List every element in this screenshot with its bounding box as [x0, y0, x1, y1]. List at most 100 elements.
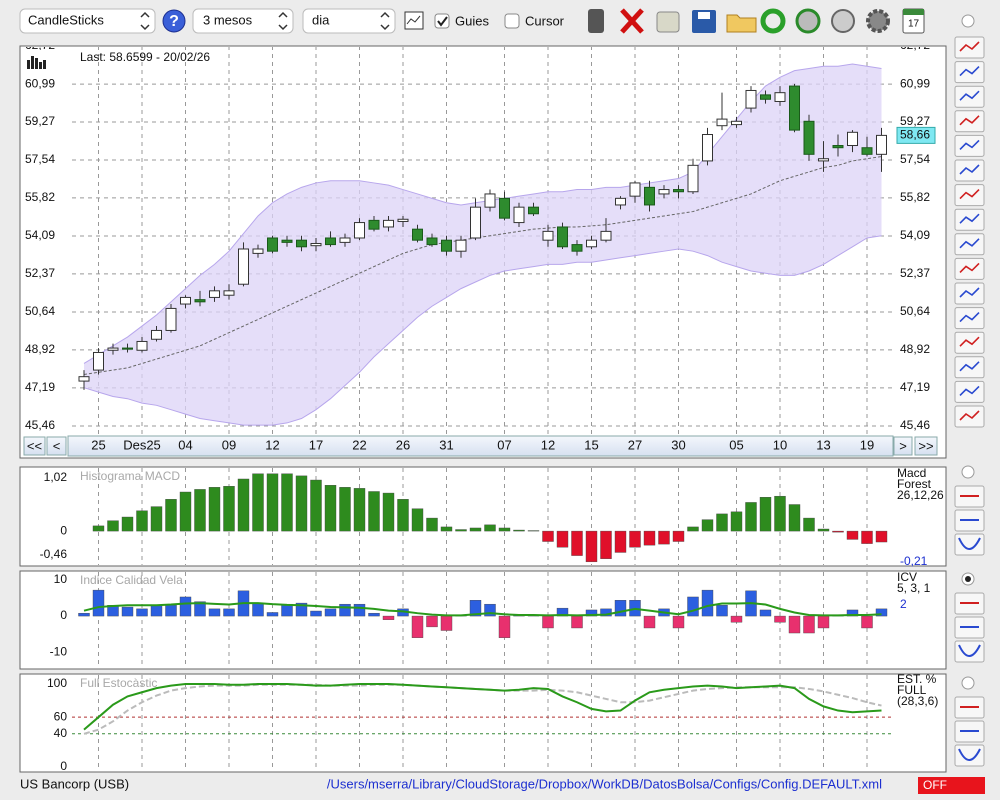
x-tick-label: 17 — [309, 437, 323, 452]
average-line — [83, 602, 882, 617]
bar — [585, 609, 598, 617]
bar — [411, 508, 424, 532]
y-tick-label: 47,19 — [25, 380, 55, 394]
y-tick-label: 100 — [47, 676, 67, 690]
trash-button[interactable] — [588, 9, 604, 33]
candle-body — [93, 351, 104, 371]
tool-icon — [959, 410, 980, 421]
indicator-label: Macd — [897, 466, 926, 480]
sync-button[interactable] — [795, 8, 821, 34]
candle-body — [513, 206, 525, 224]
candle-body — [484, 193, 496, 208]
indicator-label: Forest — [897, 477, 932, 491]
nav-label: < — [53, 438, 61, 453]
open-button[interactable] — [726, 14, 757, 33]
y-tick-label: 0 — [60, 759, 67, 773]
candle-body — [586, 239, 597, 248]
candle-body — [107, 347, 119, 351]
select-arrows — [278, 11, 288, 31]
panel-radio[interactable] — [961, 676, 975, 690]
panel-button[interactable] — [954, 533, 985, 556]
candle-body — [165, 307, 177, 331]
select-arrows — [140, 11, 150, 31]
bar — [397, 499, 409, 532]
main-chart: 45,46 45,46 47,19 47,19 48,92 48,92 50,64 50,64… — [24, 38, 936, 436]
y-tick-label: 59,27 — [25, 114, 55, 128]
candle-body — [818, 158, 829, 162]
x-tick-label: Des25 — [123, 437, 161, 452]
delete-button[interactable] — [620, 8, 644, 34]
bar — [324, 608, 337, 617]
refresh-button[interactable] — [760, 8, 786, 34]
band-fill — [84, 64, 882, 426]
x-tick-label: 15 — [584, 437, 598, 452]
candle-body — [470, 206, 481, 239]
period-select[interactable] — [192, 8, 294, 34]
tool-icon — [959, 115, 980, 126]
nav-button[interactable] — [914, 436, 938, 456]
bar — [556, 530, 569, 548]
candle-body — [861, 147, 873, 155]
bar — [469, 600, 482, 617]
bar — [440, 526, 453, 532]
candle-body — [832, 145, 844, 149]
y-tick-label: 55,82 — [900, 190, 930, 204]
help-button[interactable] — [162, 9, 186, 33]
bar — [600, 608, 612, 617]
candle-body — [876, 134, 887, 155]
candle-body — [209, 290, 220, 298]
x-tick-label: 31 — [439, 437, 453, 452]
candle-body — [687, 164, 699, 193]
candle-body — [296, 239, 307, 248]
settings-button[interactable] — [866, 9, 890, 33]
panel-button[interactable] — [954, 744, 985, 767]
x-tick-label: 05 — [729, 437, 743, 452]
cursor-label: Cursor — [525, 13, 565, 28]
nav-button[interactable] — [46, 436, 67, 456]
bar — [266, 612, 279, 617]
interval-select[interactable] — [302, 8, 396, 34]
candle-body — [238, 248, 249, 285]
bar — [78, 612, 90, 617]
print-button[interactable] — [656, 11, 680, 33]
bar — [803, 517, 815, 532]
mode-button[interactable] — [918, 777, 985, 794]
chart-icon[interactable] — [404, 11, 424, 30]
radio[interactable] — [961, 14, 975, 28]
panel-icon — [958, 537, 981, 550]
bar — [368, 491, 380, 532]
guides-checkbox[interactable] — [434, 13, 450, 29]
nav-button[interactable] — [893, 436, 913, 456]
bar — [556, 607, 569, 617]
chart-type-select[interactable] — [19, 8, 156, 34]
bar — [426, 615, 438, 628]
y-tick-label: 59,27 — [900, 114, 930, 128]
panel-radio[interactable] — [961, 465, 975, 479]
candle-body — [310, 242, 322, 247]
candle-body — [600, 230, 612, 241]
candle-body — [615, 197, 626, 206]
bar — [252, 473, 264, 532]
x-tick-label: 27 — [628, 437, 642, 452]
indicator-label: EST. % — [897, 672, 937, 686]
x-tick-label: 19 — [860, 437, 874, 452]
bar — [136, 608, 148, 617]
cursor-checkbox[interactable] — [504, 13, 520, 29]
bar — [643, 615, 656, 629]
candle-body — [78, 376, 90, 382]
nav-button[interactable] — [23, 436, 46, 456]
tool-icon — [959, 213, 980, 224]
tool-icon — [959, 139, 980, 150]
y-tick-label: 50,64 — [25, 304, 55, 318]
panel-button[interactable] — [954, 640, 985, 663]
candle-body — [789, 85, 800, 131]
currency-button[interactable] — [831, 9, 855, 33]
x-tick-label: 30 — [671, 437, 685, 452]
y-tick-label: 62,72 — [25, 38, 55, 52]
bar — [252, 602, 264, 617]
tool-icon — [959, 361, 980, 372]
x-tick-label: 04 — [178, 437, 192, 452]
bar — [484, 603, 496, 617]
bar — [194, 489, 206, 532]
